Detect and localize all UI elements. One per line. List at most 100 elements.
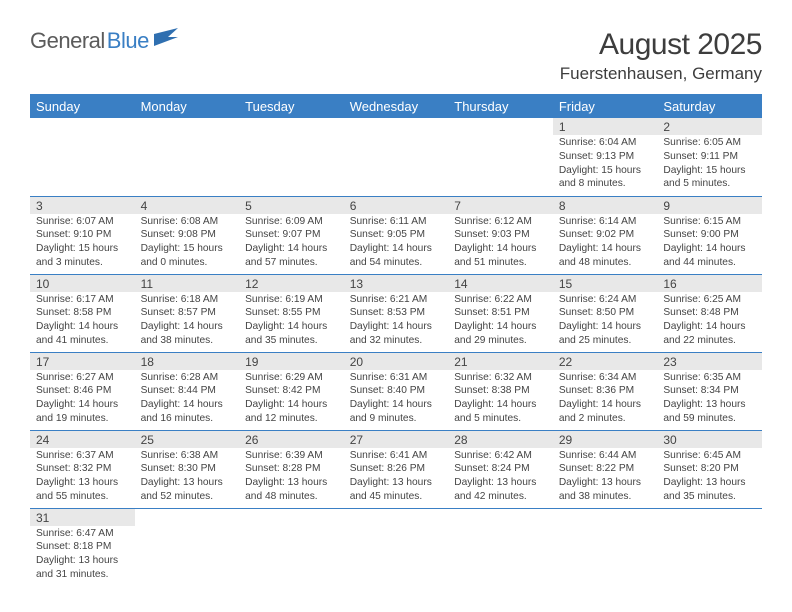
sunrise-text: Sunrise: 6:11 AM xyxy=(350,215,443,229)
sunrise-text: Sunrise: 6:19 AM xyxy=(245,293,338,307)
weekday-monday: Monday xyxy=(135,94,240,118)
daylight-text: Daylight: 14 hours and 38 minutes. xyxy=(141,320,234,348)
daylight-text: Daylight: 14 hours and 2 minutes. xyxy=(559,398,652,426)
daylight-text: Daylight: 14 hours and 41 minutes. xyxy=(36,320,129,348)
calendar-row: 3Sunrise: 6:07 AMSunset: 9:10 PMDaylight… xyxy=(30,196,762,274)
day-body: Sunrise: 6:22 AMSunset: 8:51 PMDaylight:… xyxy=(448,292,553,351)
weekday-saturday: Saturday xyxy=(657,94,762,118)
calendar-cell: 22Sunrise: 6:34 AMSunset: 8:36 PMDayligh… xyxy=(553,352,658,430)
daylight-text: Daylight: 15 hours and 5 minutes. xyxy=(663,164,756,192)
sunset-text: Sunset: 8:46 PM xyxy=(36,384,129,398)
daylight-text: Daylight: 14 hours and 25 minutes. xyxy=(559,320,652,348)
day-number: 9 xyxy=(657,197,762,214)
day-number: 2 xyxy=(657,118,762,135)
sunrise-text: Sunrise: 6:34 AM xyxy=(559,371,652,385)
calendar-cell: 6Sunrise: 6:11 AMSunset: 9:05 PMDaylight… xyxy=(344,196,449,274)
sunset-text: Sunset: 9:08 PM xyxy=(141,228,234,242)
calendar-cell: 26Sunrise: 6:39 AMSunset: 8:28 PMDayligh… xyxy=(239,430,344,508)
day-body: Sunrise: 6:11 AMSunset: 9:05 PMDaylight:… xyxy=(344,214,449,273)
daylight-text: Daylight: 14 hours and 48 minutes. xyxy=(559,242,652,270)
sunrise-text: Sunrise: 6:39 AM xyxy=(245,449,338,463)
sunset-text: Sunset: 8:57 PM xyxy=(141,306,234,320)
location: Fuerstenhausen, Germany xyxy=(560,64,762,84)
day-body: Sunrise: 6:27 AMSunset: 8:46 PMDaylight:… xyxy=(30,370,135,429)
daylight-text: Daylight: 15 hours and 8 minutes. xyxy=(559,164,652,192)
day-body: Sunrise: 6:17 AMSunset: 8:58 PMDaylight:… xyxy=(30,292,135,351)
sunrise-text: Sunrise: 6:32 AM xyxy=(454,371,547,385)
sunset-text: Sunset: 8:38 PM xyxy=(454,384,547,398)
sunset-text: Sunset: 8:58 PM xyxy=(36,306,129,320)
sunrise-text: Sunrise: 6:27 AM xyxy=(36,371,129,385)
calendar-cell: 2Sunrise: 6:05 AMSunset: 9:11 PMDaylight… xyxy=(657,118,762,196)
calendar-cell: 3Sunrise: 6:07 AMSunset: 9:10 PMDaylight… xyxy=(30,196,135,274)
sunset-text: Sunset: 8:32 PM xyxy=(36,462,129,476)
flag-icon xyxy=(154,26,180,52)
calendar-cell: 10Sunrise: 6:17 AMSunset: 8:58 PMDayligh… xyxy=(30,274,135,352)
sunset-text: Sunset: 8:20 PM xyxy=(663,462,756,476)
calendar-cell: 20Sunrise: 6:31 AMSunset: 8:40 PMDayligh… xyxy=(344,352,449,430)
sunset-text: Sunset: 9:02 PM xyxy=(559,228,652,242)
sunrise-text: Sunrise: 6:29 AM xyxy=(245,371,338,385)
sunset-text: Sunset: 9:03 PM xyxy=(454,228,547,242)
calendar-body: .....1Sunrise: 6:04 AMSunset: 9:13 PMDay… xyxy=(30,118,762,586)
sunset-text: Sunset: 8:22 PM xyxy=(559,462,652,476)
weekday-wednesday: Wednesday xyxy=(344,94,449,118)
sunset-text: Sunset: 8:28 PM xyxy=(245,462,338,476)
sunset-text: Sunset: 8:50 PM xyxy=(559,306,652,320)
day-number: 27 xyxy=(344,431,449,448)
day-body: Sunrise: 6:18 AMSunset: 8:57 PMDaylight:… xyxy=(135,292,240,351)
calendar-cell: 31Sunrise: 6:47 AMSunset: 8:18 PMDayligh… xyxy=(30,508,135,586)
sunset-text: Sunset: 8:42 PM xyxy=(245,384,338,398)
daylight-text: Daylight: 13 hours and 59 minutes. xyxy=(663,398,756,426)
calendar-cell: . xyxy=(239,118,344,196)
sunrise-text: Sunrise: 6:08 AM xyxy=(141,215,234,229)
daylight-text: Daylight: 13 hours and 38 minutes. xyxy=(559,476,652,504)
sunset-text: Sunset: 8:40 PM xyxy=(350,384,443,398)
sunset-text: Sunset: 9:00 PM xyxy=(663,228,756,242)
sunrise-text: Sunrise: 6:41 AM xyxy=(350,449,443,463)
day-number: 30 xyxy=(657,431,762,448)
calendar-cell: 29Sunrise: 6:44 AMSunset: 8:22 PMDayligh… xyxy=(553,430,658,508)
calendar-cell: 17Sunrise: 6:27 AMSunset: 8:46 PMDayligh… xyxy=(30,352,135,430)
day-number: 24 xyxy=(30,431,135,448)
sunrise-text: Sunrise: 6:44 AM xyxy=(559,449,652,463)
calendar-cell: 23Sunrise: 6:35 AMSunset: 8:34 PMDayligh… xyxy=(657,352,762,430)
day-number: 29 xyxy=(553,431,658,448)
calendar-cell: 13Sunrise: 6:21 AMSunset: 8:53 PMDayligh… xyxy=(344,274,449,352)
daylight-text: Daylight: 14 hours and 29 minutes. xyxy=(454,320,547,348)
daylight-text: Daylight: 13 hours and 45 minutes. xyxy=(350,476,443,504)
logo: GeneralBlue xyxy=(30,28,180,54)
sunrise-text: Sunrise: 6:07 AM xyxy=(36,215,129,229)
sunset-text: Sunset: 8:55 PM xyxy=(245,306,338,320)
daylight-text: Daylight: 14 hours and 19 minutes. xyxy=(36,398,129,426)
daylight-text: Daylight: 14 hours and 51 minutes. xyxy=(454,242,547,270)
calendar-cell: 18Sunrise: 6:28 AMSunset: 8:44 PMDayligh… xyxy=(135,352,240,430)
day-body: Sunrise: 6:04 AMSunset: 9:13 PMDaylight:… xyxy=(553,135,658,194)
weekday-tuesday: Tuesday xyxy=(239,94,344,118)
sunrise-text: Sunrise: 6:21 AM xyxy=(350,293,443,307)
calendar-cell: . xyxy=(448,508,553,586)
day-body: Sunrise: 6:21 AMSunset: 8:53 PMDaylight:… xyxy=(344,292,449,351)
day-body: Sunrise: 6:45 AMSunset: 8:20 PMDaylight:… xyxy=(657,448,762,507)
calendar-cell: 15Sunrise: 6:24 AMSunset: 8:50 PMDayligh… xyxy=(553,274,658,352)
page: GeneralBlue August 2025 Fuerstenhausen, … xyxy=(0,0,792,586)
calendar-cell: 27Sunrise: 6:41 AMSunset: 8:26 PMDayligh… xyxy=(344,430,449,508)
sunset-text: Sunset: 9:11 PM xyxy=(663,150,756,164)
day-number: 16 xyxy=(657,275,762,292)
calendar-cell: . xyxy=(344,508,449,586)
daylight-text: Daylight: 13 hours and 42 minutes. xyxy=(454,476,547,504)
day-body: Sunrise: 6:28 AMSunset: 8:44 PMDaylight:… xyxy=(135,370,240,429)
day-body: Sunrise: 6:24 AMSunset: 8:50 PMDaylight:… xyxy=(553,292,658,351)
day-number: 21 xyxy=(448,353,553,370)
day-body: Sunrise: 6:05 AMSunset: 9:11 PMDaylight:… xyxy=(657,135,762,194)
daylight-text: Daylight: 14 hours and 44 minutes. xyxy=(663,242,756,270)
calendar-cell: . xyxy=(657,508,762,586)
sunrise-text: Sunrise: 6:15 AM xyxy=(663,215,756,229)
calendar-cell: . xyxy=(30,118,135,196)
calendar-cell: 11Sunrise: 6:18 AMSunset: 8:57 PMDayligh… xyxy=(135,274,240,352)
day-body: Sunrise: 6:39 AMSunset: 8:28 PMDaylight:… xyxy=(239,448,344,507)
sunrise-text: Sunrise: 6:05 AM xyxy=(663,136,756,150)
day-body: Sunrise: 6:29 AMSunset: 8:42 PMDaylight:… xyxy=(239,370,344,429)
sunset-text: Sunset: 9:07 PM xyxy=(245,228,338,242)
day-number: 13 xyxy=(344,275,449,292)
